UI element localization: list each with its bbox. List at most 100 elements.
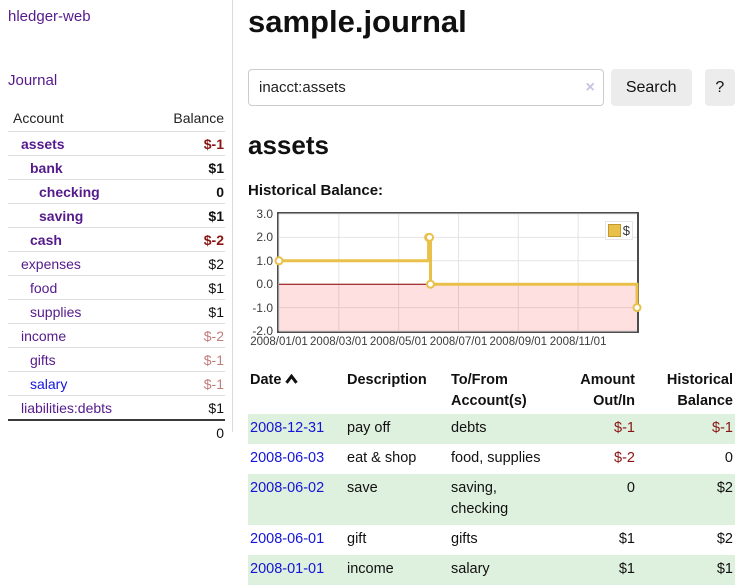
account-balance: $-1 (148, 131, 225, 156)
column-header-label: Amount Out/In (580, 372, 635, 410)
transaction-row: 2008-06-02 save saving, checking 0 $2 (248, 473, 735, 526)
transaction-row: 2008-06-01 gift gifts $1 $2 (248, 525, 735, 555)
y-axis-tick-label: 2.0 (256, 230, 273, 245)
account-row: checking 0 (8, 179, 225, 204)
y-axis-tick-label: -2.0 (252, 324, 273, 338)
accounts-header-account: Account (13, 110, 64, 126)
account-balance: $-1 (148, 371, 225, 396)
transaction-amount: $1 (618, 531, 635, 548)
transaction-description: gift (347, 531, 367, 548)
sidebar-account-link[interactable]: expenses (21, 255, 81, 272)
transaction-accounts: debts (451, 420, 487, 437)
account-row: gifts $-1 (8, 347, 225, 372)
account-row: expenses $2 (8, 251, 225, 276)
clear-search-icon[interactable]: × (585, 78, 595, 96)
sidebar-account-link[interactable]: saving (39, 207, 84, 224)
account-row: saving $1 (8, 203, 225, 228)
transaction-accounts: salary (451, 560, 490, 577)
transaction-balance: $2 (716, 531, 733, 548)
search-help-button[interactable]: ? (704, 69, 735, 106)
chart-canvas (274, 213, 642, 332)
transaction-date-link[interactable]: 2008-06-03 (250, 449, 325, 466)
search-form: × Search ? (248, 69, 735, 106)
transaction-date-link[interactable]: 2008-01-01 (250, 560, 325, 577)
nav-journal-link[interactable]: Journal (8, 72, 58, 89)
sidebar-account-link[interactable]: salary (30, 375, 68, 392)
sidebar-account-link[interactable]: checking (39, 183, 100, 200)
transaction-amount: $-1 (614, 420, 635, 437)
column-header-label: Description (347, 372, 427, 388)
sidebar-account-link[interactable]: assets (21, 135, 65, 152)
x-axis-tick-label: 2008/01/01 (250, 336, 308, 348)
accounts-total-row: 0 (8, 419, 225, 444)
account-balance: $2 (148, 251, 225, 276)
transaction-balance: $2 (716, 479, 733, 496)
transaction-balance: $-1 (712, 420, 733, 437)
transaction-description: pay off (347, 420, 391, 437)
column-header-label: Date (250, 372, 282, 388)
chart-legend: $ (604, 221, 633, 240)
register-column-header[interactable]: Date (248, 368, 345, 414)
transaction-accounts: food, supplies (451, 449, 541, 466)
chart-plot-area[interactable]: $ (274, 212, 642, 333)
transaction-row: 2008-01-01 income salary $1 $1 (248, 554, 735, 585)
account-row: salary $-1 (8, 371, 225, 396)
account-row: income $-2 (8, 323, 225, 348)
transaction-row: 2008-12-31 pay off debts $-1 $-1 (248, 414, 735, 444)
chart-x-axis: 2008/01/01 2008/03/01 2008/05/01 2008/07/01… (250, 336, 637, 352)
sidebar-account-link[interactable]: gifts (30, 351, 56, 368)
main-content: sample.journal × Search ? assets Histori… (248, 0, 735, 585)
transaction-amount: $-2 (614, 449, 635, 466)
sidebar-account-link[interactable]: income (21, 327, 67, 344)
transaction-amount: $1 (618, 560, 635, 577)
transaction-date-link[interactable]: 2008-06-01 (250, 531, 325, 548)
register-column-header: To/From Account(s) (449, 368, 557, 414)
account-row: liabilities:debts $1 (8, 395, 225, 420)
x-axis-tick-label: 2008/11/01 (549, 336, 607, 348)
register-column-header: Description (345, 368, 449, 414)
column-header-label: Historical Balance (666, 372, 733, 410)
x-axis-tick-label: 2008/03/01 (310, 336, 368, 348)
sidebar-account-link[interactable]: food (30, 279, 58, 296)
account-row: assets $-1 (8, 131, 225, 156)
transaction-amount: 0 (626, 479, 635, 496)
transaction-row: 2008-06-03 eat & shop food, supplies $-2 0 (248, 444, 735, 474)
register-column-header: Historical Balance (637, 368, 735, 414)
y-axis-tick-label: 0.0 (256, 277, 273, 292)
accounts-table: Account Balance assets $-1 bank $1 checking 0… (8, 106, 225, 444)
transaction-description: eat & shop (347, 449, 417, 466)
x-axis-tick-label: 2008/07/01 (429, 336, 488, 348)
account-balance: 0 (148, 179, 225, 204)
x-axis-tick-label: 2008/09/01 (489, 336, 548, 348)
legend-label: $ (622, 223, 630, 238)
search-button[interactable]: Search (610, 69, 692, 106)
account-balance: $1 (148, 299, 225, 324)
transaction-description: income (347, 560, 394, 577)
transaction-date-link[interactable]: 2008-06-02 (250, 479, 325, 496)
sidebar-account-link[interactable]: supplies (30, 303, 82, 320)
sidebar-account-link[interactable]: cash (30, 231, 62, 248)
app-title-link[interactable]: hledger-web (8, 8, 91, 25)
transaction-accounts: saving, checking (451, 479, 509, 518)
account-balance: $-2 (148, 227, 225, 252)
page-title: sample.journal (248, 4, 467, 39)
sidebar-account-link[interactable]: bank (30, 159, 63, 176)
account-balance: $1 (148, 395, 225, 420)
register-column-header: Amount Out/In (557, 368, 637, 414)
y-axis-tick-label: 1.0 (256, 253, 273, 268)
account-row: food $1 (8, 275, 225, 300)
x-axis-tick-label: 2008/05/01 (369, 336, 428, 348)
register-table: Date Description To/From Account(s) Amount… (248, 368, 735, 585)
account-row: cash $-2 (8, 227, 225, 252)
transaction-date-link[interactable]: 2008-12-31 (250, 420, 325, 437)
account-heading: assets (248, 130, 329, 160)
account-balance: $1 (148, 155, 225, 180)
legend-swatch-icon (607, 224, 621, 237)
sidebar-account-link[interactable]: liabilities:debts (21, 399, 113, 416)
chart-title: Historical Balance: (248, 182, 384, 199)
search-input[interactable] (248, 69, 604, 106)
account-balance: $1 (148, 203, 225, 228)
sort-ascending-icon (285, 373, 299, 384)
sidebar: hledger-web Journal Account Balance asse… (0, 0, 233, 444)
accounts-total-value: 0 (148, 419, 225, 444)
